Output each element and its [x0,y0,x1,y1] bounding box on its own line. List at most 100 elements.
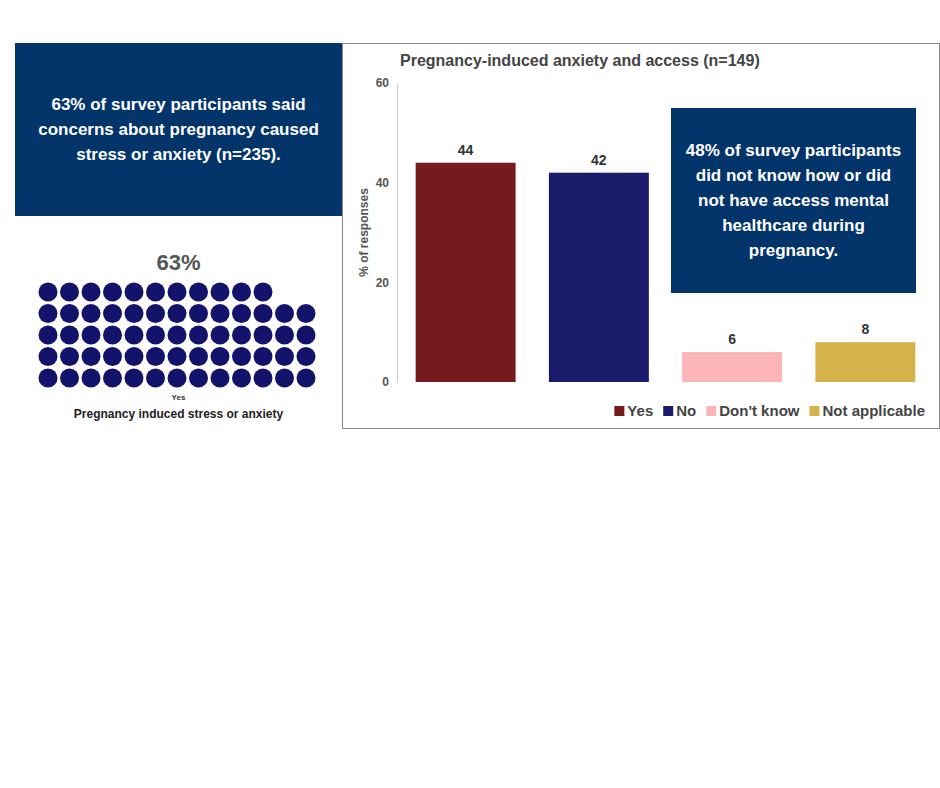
legend-item: Don't know [706,402,800,419]
data-label: 8 [861,321,869,337]
y-axis: 0 20 40 60 [376,76,398,389]
dot [125,326,144,345]
waffle-chart: 63% Yes Pregnancy induced stress or anxiet… [15,43,342,428]
annotation-box: 48% of survey participants did not know … [671,108,916,293]
dot [189,369,208,388]
dot [39,326,58,345]
bar-chart: Pregnancy-induced anxiety and access (n=… [343,44,940,429]
dot [232,326,251,345]
data-label: 6 [728,331,736,347]
dot [39,283,58,302]
dot [297,369,316,388]
legend: Yes No Don't know Not applicable [614,402,925,419]
dot [275,347,294,366]
chart-title: Pregnancy-induced anxiety and access (n=… [400,52,760,69]
legend-item: No [663,402,696,419]
dot [125,369,144,388]
dot [297,304,316,323]
bar [549,173,649,382]
dot [103,369,122,388]
dot [254,326,273,345]
dot [146,283,165,302]
dot [146,304,165,323]
data-label: 42 [591,152,607,168]
annotation-box: 63% of survey participants said concerns… [15,43,342,216]
tick: 20 [376,276,397,290]
dot [125,347,144,366]
dot [103,347,122,366]
dot [125,304,144,323]
dot [103,283,122,302]
dot [146,347,165,366]
tick: 0 [382,375,397,389]
category-label: Yes [172,393,186,402]
dot [103,304,122,323]
dot [254,283,273,302]
data-label: 44 [458,142,474,158]
data-label: 63% [156,250,200,275]
dot [168,283,187,302]
dot [82,283,101,302]
tick-label: 0 [382,375,389,389]
dot [254,304,273,323]
panel-frame [343,44,940,429]
dot [254,347,273,366]
legend-swatch [706,406,716,416]
dot [254,369,273,388]
bar [815,342,915,382]
dot [232,347,251,366]
dot [82,326,101,345]
legend-item: Yes [614,402,653,419]
dot [189,283,208,302]
legend-swatch [614,406,624,416]
tick-label: 60 [376,76,390,90]
dot [60,347,79,366]
infographic: 63% Yes Pregnancy induced stress or anxiet… [0,0,940,788]
legend-label: Don't know [719,402,800,419]
dot [60,283,79,302]
dot [275,326,294,345]
tick: 60 [376,76,397,90]
dot [275,304,294,323]
dot [297,347,316,366]
dot [39,304,58,323]
dot [211,369,230,388]
dot [146,369,165,388]
tick-label: 40 [376,176,390,190]
dot [60,369,79,388]
dot [168,369,187,388]
bar [416,163,516,382]
dot [39,369,58,388]
dot [211,326,230,345]
dot [39,347,58,366]
dot [146,326,165,345]
tick-label: 20 [376,276,390,290]
dot [103,326,122,345]
legend-label: Not applicable [822,402,925,419]
dot [168,347,187,366]
dot [275,369,294,388]
dot [189,304,208,323]
legend-label: Yes [627,402,653,419]
dot [189,326,208,345]
axis-title: Pregnancy induced stress or anxiety [74,407,284,421]
axis-line [397,84,398,383]
legend-swatch [809,406,819,416]
panel-background [15,43,342,428]
dot [232,283,251,302]
dot [82,369,101,388]
dot [82,304,101,323]
legend-swatch [663,406,673,416]
dot [189,347,208,366]
dot [168,326,187,345]
dot [82,347,101,366]
dot [125,283,144,302]
axis-title: % of responses [357,188,371,277]
dot [232,304,251,323]
dot [211,283,230,302]
dot [60,326,79,345]
dot [211,347,230,366]
dot [297,326,316,345]
dot [211,304,230,323]
tick: 40 [376,176,397,190]
